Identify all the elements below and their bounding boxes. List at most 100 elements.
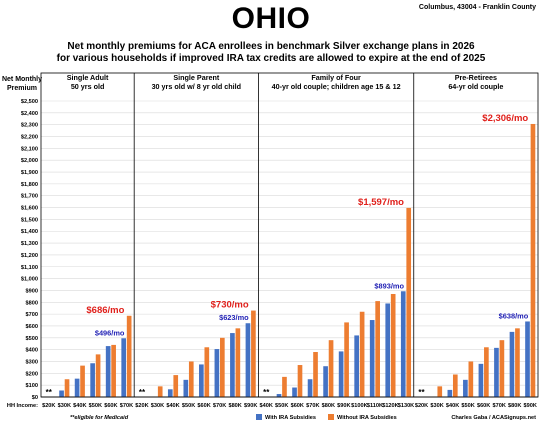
x-tick-label: $30K — [58, 403, 71, 409]
legend-swatch-with-ira — [256, 414, 262, 420]
medicaid-note: **eligible for Medicaid — [70, 415, 129, 421]
bar-without-ira — [468, 361, 474, 397]
bar-without-ira — [499, 340, 505, 397]
legend-swatch-without-ira — [328, 414, 334, 420]
annotation-without-ira: $1,597/mo — [358, 197, 404, 208]
x-tick-label: $120K — [382, 403, 398, 409]
annotation-with-ira: $638/mo — [499, 311, 529, 320]
bar-with-ira — [245, 323, 251, 397]
y-tick-label: $2,200 — [21, 135, 38, 141]
x-tick-label: $80K — [228, 403, 241, 409]
x-tick-label: $60K — [477, 403, 490, 409]
x-tick-label: $50K — [461, 403, 474, 409]
annotation-with-ira: $893/mo — [374, 281, 404, 290]
bar-with-ira — [385, 303, 391, 397]
x-tick-label: $50K — [89, 403, 102, 409]
x-tick-label: $110K — [367, 403, 383, 409]
bar-without-ira — [406, 207, 412, 397]
y-tick-label: $1,500 — [21, 217, 38, 223]
bar-with-ira — [167, 389, 173, 397]
state-title: OHIO — [231, 2, 311, 35]
y-tick-label: $200 — [26, 371, 38, 377]
y-tick-label: $100 — [26, 383, 38, 389]
bar-without-ira — [80, 365, 85, 397]
bar-with-ira — [369, 320, 375, 397]
y-axis-title-line-1: Net Monthly — [2, 76, 42, 83]
x-tick-label: $40K — [166, 403, 179, 409]
bar-without-ira — [95, 354, 101, 397]
panel-title: Pre-Retirees — [455, 73, 497, 82]
chart-subtitle-line-1: Net monthly premiums for ACA enrollees i… — [67, 41, 475, 52]
y-tick-label: $2,000 — [21, 158, 38, 164]
bar-without-ira — [297, 365, 303, 397]
y-tick-label: $1,900 — [21, 170, 38, 176]
chart-subtitle-line-2: for various households if improved IRA t… — [56, 53, 486, 64]
x-tick-label: $80K — [322, 403, 335, 409]
bar-without-ira — [390, 293, 396, 397]
bar-with-ira — [323, 366, 328, 397]
medicaid-marker: ** — [263, 388, 270, 397]
annotation-without-ira: $2,306/mo — [482, 113, 528, 124]
x-tick-label: $40K — [446, 403, 459, 409]
bar-without-ira — [220, 337, 225, 397]
bar-without-ira — [64, 379, 70, 397]
x-tick-label: $70K — [213, 403, 226, 409]
y-tick-label: $1,800 — [21, 182, 38, 188]
annotation-without-ira: $730/mo — [211, 300, 249, 311]
x-tick-label: $60K — [197, 403, 210, 409]
bar-with-ira — [276, 394, 282, 397]
y-tick-label: $500 — [26, 336, 38, 342]
bar-without-ira — [313, 352, 318, 397]
bar-with-ira — [400, 291, 406, 397]
bar-with-ira — [338, 351, 344, 397]
y-tick-label: $2,500 — [21, 99, 38, 105]
bar-without-ira — [452, 374, 458, 397]
bar-with-ira — [121, 338, 127, 397]
x-tick-label: $70K — [120, 403, 133, 409]
x-tick-label: $70K — [492, 403, 505, 409]
x-tick-label: $40K — [260, 403, 273, 409]
x-tick-label: $50K — [275, 403, 288, 409]
x-tick-label: $50K — [182, 403, 195, 409]
panel-title: Single Parent — [173, 73, 220, 82]
legend-label-with-ira: With IRA Subsidies — [265, 415, 316, 421]
panel-subtitle: 50 yrs old — [71, 82, 105, 91]
bar-without-ira — [515, 328, 520, 397]
panel-subtitle: 30 yrs old w/ 8 yr old child — [152, 82, 241, 91]
bar-with-ira — [90, 363, 95, 397]
bar-without-ira — [188, 361, 194, 397]
x-tick-label: $70K — [306, 403, 319, 409]
x-tick-label: $30K — [430, 403, 443, 409]
bar-with-ira — [59, 390, 64, 397]
bar-without-ira — [359, 311, 365, 397]
legend-label-without-ira: Without IRA Subsidies — [337, 415, 397, 421]
y-tick-label: $1,300 — [21, 241, 38, 247]
bar-without-ira — [282, 376, 287, 397]
x-tick-label: $130K — [398, 403, 414, 409]
x-tick-label: $80K — [508, 403, 521, 409]
x-tick-label: $90K — [244, 403, 257, 409]
annotation-with-ira: $496/mo — [95, 328, 125, 337]
x-tick-label: $60K — [291, 403, 304, 409]
panel-subtitle: 40-yr old couple; children age 15 & 12 — [272, 82, 401, 91]
medicaid-marker: ** — [418, 388, 425, 397]
bar-with-ira — [478, 363, 484, 397]
y-tick-label: $800 — [26, 300, 38, 306]
y-tick-label: $2,300 — [21, 123, 38, 129]
x-tick-label: $100K — [351, 403, 367, 409]
bar-with-ira — [105, 346, 111, 397]
x-tick-label: $90K — [337, 403, 350, 409]
y-tick-label: $2,100 — [21, 146, 38, 152]
y-axis-title-line-2: Premium — [7, 85, 37, 92]
y-tick-label: $1,400 — [21, 229, 38, 235]
y-tick-label: $1,100 — [21, 265, 38, 271]
bar-without-ira — [375, 301, 380, 397]
bar-without-ira — [344, 322, 349, 397]
y-tick-label: $1,700 — [21, 194, 38, 200]
bar-with-ira — [494, 347, 499, 397]
x-axis-prefix: HH Income: — [7, 403, 38, 409]
bar-without-ira — [235, 328, 241, 397]
y-tick-label: $1,000 — [21, 277, 38, 283]
x-tick-label: $60K — [104, 403, 117, 409]
